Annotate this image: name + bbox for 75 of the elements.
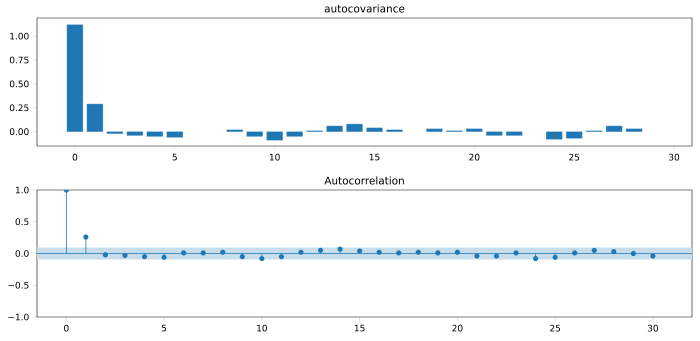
point	[416, 250, 421, 255]
x-tick-label: 20	[469, 154, 480, 161]
bar	[466, 128, 483, 132]
bar	[326, 126, 343, 132]
bar	[626, 128, 642, 132]
y-tick-label: 0.25	[10, 104, 28, 112]
point	[122, 252, 128, 258]
point	[83, 234, 88, 240]
point	[630, 250, 636, 256]
point	[572, 250, 578, 256]
x-tick-label: 10	[270, 154, 280, 161]
bar	[566, 131, 582, 139]
x-tick-label: 15	[370, 154, 380, 160]
x-tick-label: 30	[669, 154, 680, 161]
bar	[146, 131, 164, 137]
point	[435, 250, 440, 256]
y-tick-label: 0.0	[16, 250, 29, 257]
y-tick-label: 1.0	[16, 186, 29, 194]
point	[278, 254, 284, 260]
bar	[66, 24, 84, 132]
y-tick-label: 0.5	[16, 218, 28, 226]
point	[240, 254, 245, 260]
bar	[246, 131, 263, 137]
point	[650, 253, 656, 259]
point	[162, 254, 167, 260]
bar	[166, 131, 183, 138]
point	[181, 250, 186, 256]
x-tick-label: 5	[172, 154, 177, 160]
bar	[266, 131, 283, 140]
point	[611, 249, 616, 254]
bar	[366, 128, 383, 132]
chart-title: Autocorrelation	[324, 176, 404, 184]
x-tick-label: 0	[72, 154, 78, 161]
chart-title: autocovariance	[324, 4, 404, 12]
bar	[86, 104, 104, 132]
bar	[486, 131, 502, 136]
bar	[286, 131, 303, 137]
y-tick-label: 1.00	[10, 32, 29, 40]
x-tick-label: 20	[452, 324, 462, 332]
x-tick-label: 25	[569, 154, 580, 161]
bar	[126, 131, 144, 136]
bar	[346, 124, 363, 132]
point	[513, 250, 519, 256]
point	[337, 246, 343, 252]
bar	[426, 128, 443, 132]
x-tick-label: 30	[648, 324, 658, 332]
bar	[606, 126, 622, 132]
point	[102, 252, 108, 258]
point	[474, 253, 480, 259]
point	[318, 248, 324, 253]
point	[298, 250, 304, 255]
x-tick-label: 25	[550, 324, 560, 332]
point	[357, 248, 362, 254]
y-tick-label: −1.0	[8, 314, 29, 320]
x-tick-label: 0	[64, 324, 69, 332]
y-tick-label: 0.50	[10, 80, 29, 88]
point	[592, 248, 597, 253]
x-tick-label: 5	[162, 324, 166, 332]
point	[376, 250, 382, 255]
x-tick-label: 15	[354, 324, 365, 332]
y-tick-label: −0.5	[8, 282, 28, 289]
point	[533, 256, 538, 262]
point	[454, 250, 460, 255]
point	[396, 250, 402, 256]
point	[259, 256, 264, 262]
point	[200, 250, 206, 256]
bar	[506, 131, 522, 136]
x-tick-label: 10	[257, 324, 267, 332]
point	[220, 250, 226, 255]
point	[552, 254, 558, 260]
bar	[546, 131, 562, 140]
y-tick-label: 0.75	[10, 56, 28, 64]
point	[142, 254, 148, 260]
y-tick-label: 0.00	[10, 128, 29, 136]
point	[494, 253, 500, 259]
